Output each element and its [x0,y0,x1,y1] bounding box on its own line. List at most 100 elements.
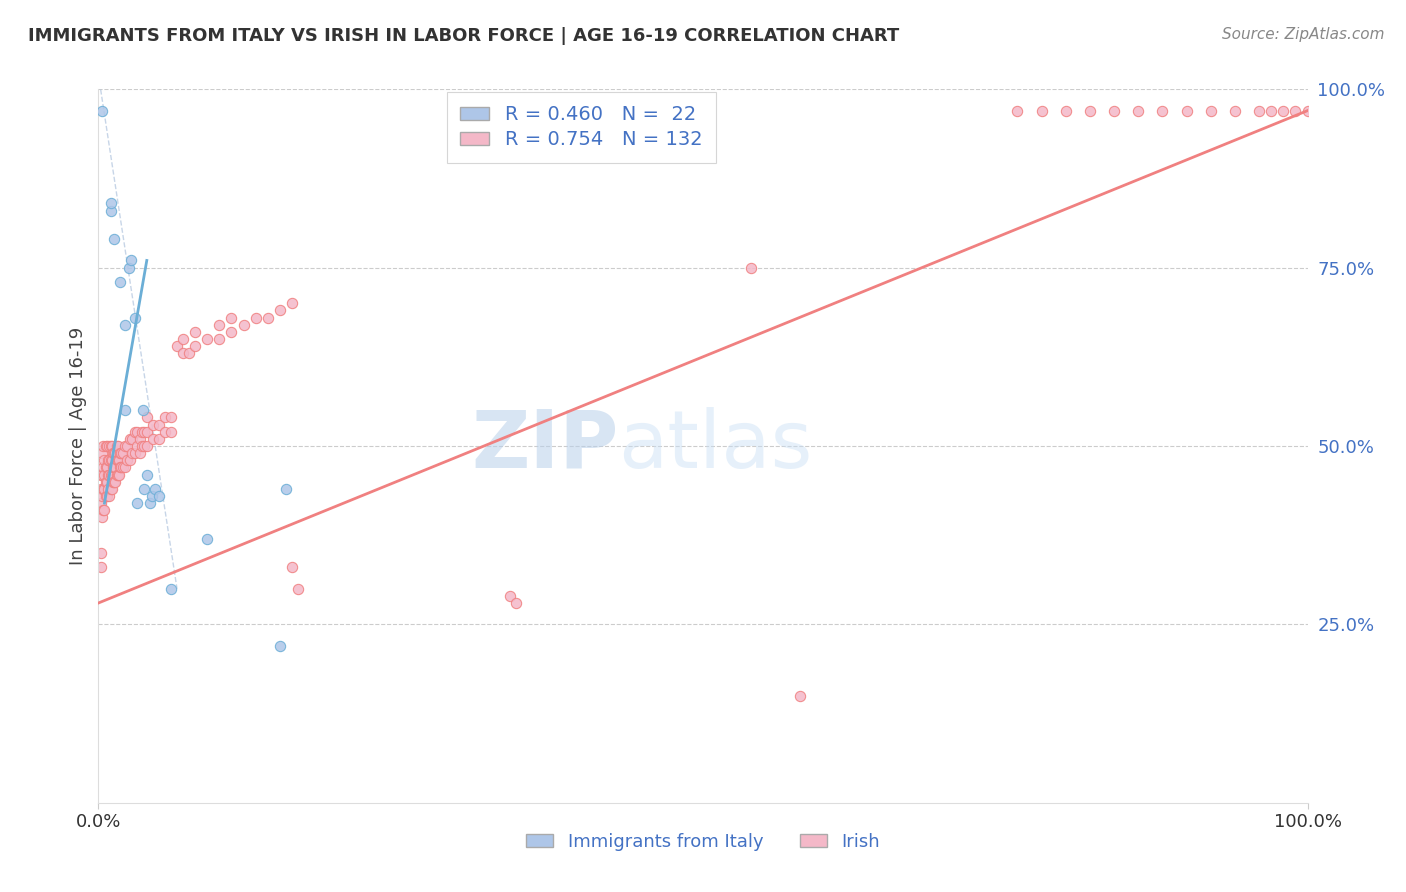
Point [232,318,254,332]
Point [100,439,122,453]
Point [135,439,157,453]
Point [135,467,157,482]
Point [505,596,527,610]
Point [104,460,127,475]
Point [110,446,132,460]
Point [1152,103,1174,118]
Point [221,310,243,325]
Point [1078,103,1101,118]
Point [108,467,131,482]
Point [274,482,297,496]
Point [120,253,142,268]
Point [100,482,122,496]
Point [160,425,183,439]
Point [131,439,153,453]
Point [142,432,165,446]
Point [1128,103,1150,118]
Point [128,446,150,460]
Point [124,425,146,439]
Point [1031,103,1053,118]
Text: IMMIGRANTS FROM ITALY VS IRISH IN LABOR FORCE | AGE 16-19 CORRELATION CHART: IMMIGRANTS FROM ITALY VS IRISH IN LABOR … [28,27,900,45]
Point [1054,103,1077,118]
Point [117,453,139,467]
Point [98,489,121,503]
Point [166,339,188,353]
Point [90,560,112,574]
Point [1284,103,1306,118]
Point [148,489,170,503]
Point [121,446,143,460]
Point [91,482,114,496]
Point [91,489,114,503]
Point [100,453,122,467]
Point [184,339,207,353]
Point [139,496,162,510]
Point [101,446,124,460]
Point [93,482,115,496]
Point [98,467,121,482]
Point [160,582,183,596]
Point [100,439,122,453]
Point [108,460,131,475]
Point [172,332,194,346]
Point [111,446,134,460]
Point [90,496,112,510]
Point [100,482,122,496]
Point [789,689,811,703]
Point [103,446,125,460]
Point [245,310,267,325]
Point [96,460,118,475]
Point [281,296,304,310]
Point [91,510,114,524]
Point [256,310,278,325]
Point [105,467,128,482]
Point [101,475,124,489]
Point [103,232,125,246]
Point [153,410,176,425]
Point [104,446,127,460]
Point [97,453,120,467]
Y-axis label: In Labor Force | Age 16-19: In Labor Force | Age 16-19 [69,326,87,566]
Point [103,460,125,475]
Text: ZIP: ZIP [471,407,619,485]
Point [128,432,150,446]
Point [134,425,156,439]
Point [1102,103,1125,118]
Point [135,425,157,439]
Legend: Immigrants from Italy, Irish: Immigrants from Italy, Irish [519,826,887,858]
Point [160,410,183,425]
Point [269,303,291,318]
Point [143,482,166,496]
Point [91,439,114,453]
Point [118,453,141,467]
Point [221,325,243,339]
Point [105,453,128,467]
Point [118,260,141,275]
Point [94,439,117,453]
Point [141,489,163,503]
Point [117,439,139,453]
Point [96,489,118,503]
Point [111,460,134,475]
Point [498,589,520,603]
Point [1223,103,1246,118]
Point [91,460,114,475]
Point [91,467,114,482]
Point [94,475,117,489]
Point [93,503,115,517]
Point [132,403,155,417]
Point [208,318,231,332]
Point [179,346,201,360]
Point [135,410,157,425]
Point [121,432,143,446]
Point [118,432,141,446]
Text: Source: ZipAtlas.com: Source: ZipAtlas.com [1222,27,1385,42]
Point [287,582,309,596]
Point [124,446,146,460]
Point [1175,103,1198,118]
Point [101,460,124,475]
Point [107,439,129,453]
Point [93,453,115,467]
Point [281,560,304,574]
Point [127,496,149,510]
